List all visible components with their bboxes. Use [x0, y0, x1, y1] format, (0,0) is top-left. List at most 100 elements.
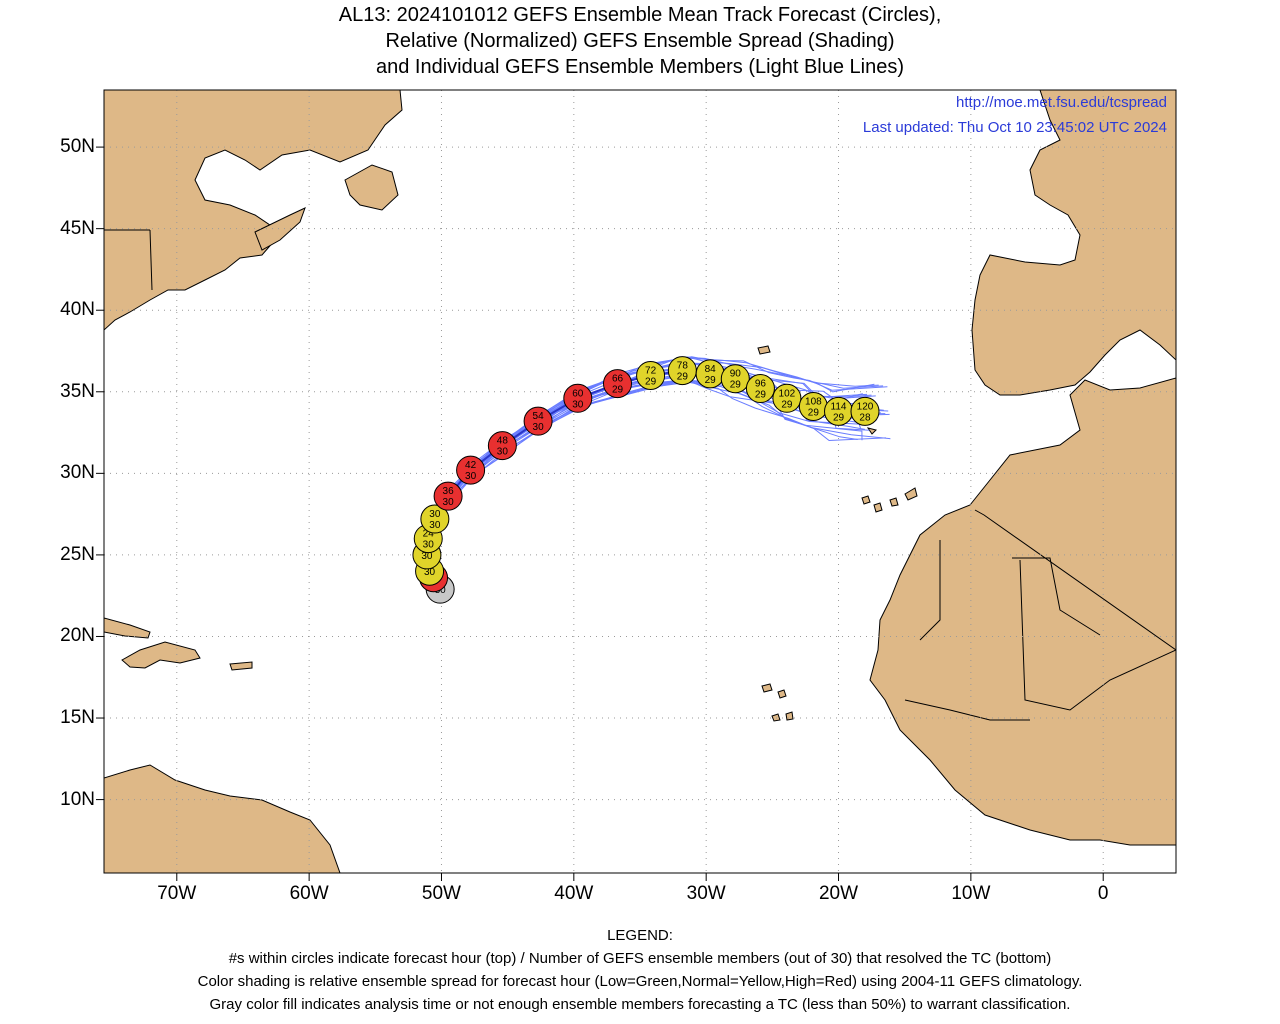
member-count-label: 30	[443, 497, 455, 508]
lon-tick-label: 60W	[289, 883, 329, 904]
lon-tick-label: 30W	[686, 883, 726, 904]
forecast-circle	[745, 374, 775, 404]
land-cuba	[104, 617, 151, 639]
title-line-2: Relative (Normalized) GEFS Ensemble Spre…	[385, 30, 895, 52]
forecast-hour-label: 36	[443, 486, 455, 497]
forecast-hour-label: 84	[705, 364, 717, 375]
forecast-hour-label: 60	[572, 388, 584, 399]
member-count-label: 30	[465, 471, 477, 482]
forecast-circle	[420, 504, 450, 534]
forecast-circle	[603, 369, 633, 399]
member-count-label: 28	[859, 412, 871, 423]
legend-line-3: Gray color fill indicates analysis time …	[209, 996, 1071, 1013]
legend: LEGEND: #s within circles indicate forec…	[0, 924, 1280, 1016]
forecast-hour-label: 72	[645, 365, 657, 376]
member-count-label: 30	[435, 585, 447, 596]
legend-heading: LEGEND:	[607, 927, 673, 944]
member-count-label: 29	[808, 407, 820, 418]
forecast-circle	[636, 360, 666, 390]
forecast-hour-label: 78	[677, 361, 689, 372]
lon-tick-label: 0	[1097, 883, 1109, 904]
land-hispaniola	[121, 641, 201, 669]
lat-tick-label: 40N	[60, 299, 95, 321]
legend-line-2: Color shading is relative ensemble sprea…	[197, 973, 1083, 990]
forecast-circle	[487, 431, 517, 461]
forecast-circle	[850, 396, 880, 426]
forecast-hour-label: 30	[429, 509, 441, 520]
forecast-circle	[720, 364, 750, 394]
lat-tick-label: 10N	[60, 788, 95, 810]
map-frame	[103, 89, 1177, 874]
forecast-hour-label: 42	[465, 460, 477, 471]
legend-line-1: #s within circles indicate forecast hour…	[228, 950, 1052, 967]
lat-tick-label: 50N	[60, 136, 95, 158]
forecast-hour-label: 54	[533, 411, 545, 422]
last-updated: Last updated: Thu Oct 10 23:45:02 UTC 20…	[862, 119, 1167, 136]
member-count-label: 29	[612, 385, 624, 396]
member-count-label: 30	[424, 567, 436, 578]
member-count-label: 29	[645, 376, 657, 387]
lat-tick-label: 35N	[60, 380, 95, 402]
lon-tick-label: 10W	[951, 883, 991, 904]
land-canaries	[861, 487, 918, 513]
member-count-label: 30	[421, 551, 433, 562]
title-line-3: and Individual GEFS Ensemble Members (Li…	[375, 56, 905, 78]
lon-tick-label: 40W	[554, 883, 594, 904]
member-count-label: 29	[781, 399, 793, 410]
forecast-circle	[523, 406, 553, 436]
member-count-label: 30	[423, 540, 435, 551]
forecast-hour-label: 90	[730, 369, 742, 380]
member-count-label: 29	[833, 412, 845, 423]
source-url[interactable]: http://moe.met.fsu.edu/tcspread	[956, 94, 1167, 111]
lat-tick-label: 15N	[60, 707, 95, 729]
forecast-hour-label: 66	[612, 374, 624, 385]
member-count-label: 29	[705, 375, 717, 386]
title-line-1: AL13: 2024101012 GEFS Ensemble Mean Trac…	[338, 4, 942, 26]
member-count-label: 29	[730, 380, 742, 391]
lon-tick-label: 50W	[421, 883, 461, 904]
forecast-hour-label: 24	[423, 529, 435, 540]
lon-tick-label: 20W	[818, 883, 859, 904]
forecast-circle	[772, 383, 802, 413]
lon-tick-label: 70W	[157, 883, 197, 904]
border-lines	[104, 229, 1176, 721]
land-africa	[869, 377, 1176, 846]
land-cape-verde	[761, 683, 794, 722]
lat-tick-label: 20N	[60, 625, 95, 647]
forecast-hour-label: 120	[857, 401, 874, 412]
member-count-label: 30	[429, 520, 441, 531]
land-south-america	[104, 764, 341, 873]
lat-tick-label: 25N	[60, 543, 95, 565]
land-europe	[971, 90, 1176, 396]
forecast-hour-label: 96	[755, 379, 767, 390]
land-north-america	[104, 90, 403, 331]
chart-title: AL13: 2024101012 GEFS Ensemble Mean Trac…	[0, 2, 1280, 80]
forecast-hour-label: 108	[805, 396, 822, 407]
member-count-label: 29	[677, 372, 689, 383]
forecast-circle	[456, 455, 486, 485]
land-nova-scotia	[254, 207, 306, 251]
land-newfoundland	[344, 164, 399, 211]
land-madeira	[866, 427, 877, 435]
member-count-label: 30	[533, 422, 545, 433]
forecast-hour-label: 48	[497, 436, 509, 447]
forecast-circle	[433, 481, 463, 511]
lat-tick-label: 30N	[60, 462, 95, 484]
